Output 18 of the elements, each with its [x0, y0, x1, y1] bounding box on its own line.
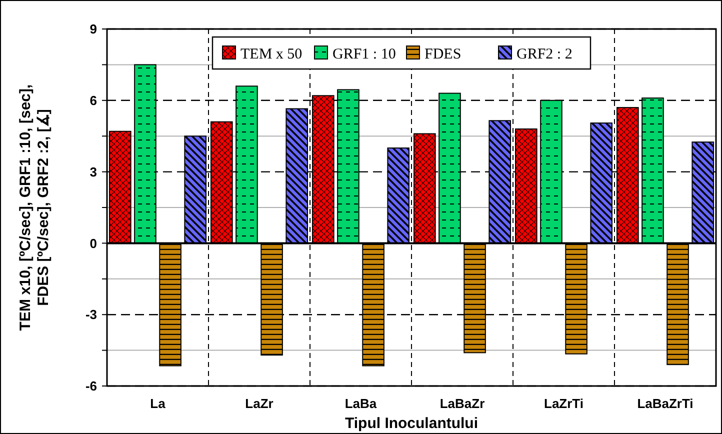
y-tick-label: -6 — [85, 378, 97, 394]
legend-label: TEM x 50 — [240, 46, 302, 62]
y-tick-label: 3 — [90, 164, 97, 180]
x-axis-title: Tipul Inoculantului — [344, 415, 478, 432]
legend-label: GRF1 : 10 — [332, 46, 396, 62]
x-tick-label: La — [150, 396, 166, 411]
legend-label: GRF2 : 2 — [516, 46, 572, 62]
x-tick-label: LaBa — [344, 396, 378, 411]
x-tick-label: LaBaZr — [440, 396, 485, 411]
x-tick-label: LaBaZrTi — [637, 396, 694, 411]
y-tick-label: 6 — [90, 92, 97, 108]
x-tick-label: LaZrTi — [544, 396, 584, 411]
y-tick-label: 0 — [90, 236, 97, 251]
legend-label: FDES — [424, 46, 462, 62]
y-tick-label: -3 — [85, 307, 97, 322]
y-axis-title: TEM x10, [ºC/sec], GRF1 :10, [sec], FDES [ºC/sec], GRF2 :2, [∡] — [17, 84, 52, 331]
x-tick-label: LaZr — [245, 396, 274, 411]
y-tick-label: 9 — [90, 22, 97, 37]
